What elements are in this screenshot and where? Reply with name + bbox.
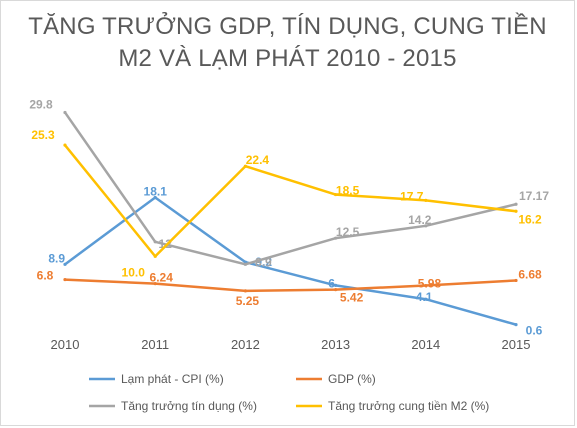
legend-label-4: Tăng trưởng cung tiền M2 (%) [328, 399, 489, 413]
data-label-1-2015: 0.6 [526, 324, 543, 338]
data-point-1-2013 [334, 283, 338, 287]
x-tick-label-2010: 2010 [51, 337, 80, 352]
data-label-4-2011: 10.0 [122, 265, 146, 279]
data-label-4-2010: 25.3 [31, 128, 55, 142]
data-point-4-2015 [514, 209, 518, 213]
data-label-2-2011: 6.24 [150, 271, 174, 285]
data-label-4-2014: 17.7 [400, 189, 424, 203]
data-label-4-2012: 22.4 [246, 153, 270, 167]
data-label-3-2013: 12.5 [336, 225, 360, 239]
data-label-2-2013: 5.42 [340, 291, 364, 305]
data-point-4-2010 [63, 143, 67, 147]
data-point-1-2011 [153, 195, 157, 200]
series-line-3 [63, 111, 517, 266]
chart-title-line2: M2 VÀ LẠM PHÁT 2010 - 2015 [118, 45, 457, 72]
data-point-4-2011 [153, 254, 157, 258]
data-point-3-2012 [243, 262, 247, 266]
data-point-1-2014 [424, 297, 428, 301]
data-point-2-2014 [424, 283, 428, 288]
legend-label-3: Tăng trưởng tín dụng (%) [121, 399, 257, 413]
data-label-3-2014: 14.2 [408, 213, 432, 227]
x-tick-label-2015: 2015 [502, 337, 531, 352]
data-point-2-2012 [243, 289, 247, 293]
data-point-3-2010 [63, 110, 67, 115]
data-point-4-2013 [334, 192, 338, 197]
data-label-1-2013: 6 [328, 276, 335, 290]
data-label-4-2013: 18.5 [336, 184, 360, 198]
data-label-3-2015: 17.17 [519, 189, 549, 203]
data-point-3-2015 [514, 202, 518, 206]
data-point-3-2013 [334, 236, 338, 240]
data-label-3-2010: 29.8 [29, 97, 53, 111]
legend-label-2: GDP (%) [328, 372, 376, 386]
data-label-3-2011: 12 [159, 237, 173, 251]
data-label-1-2010: 8.9 [48, 251, 65, 265]
x-tick-label-2011: 2011 [141, 337, 169, 352]
data-point-3-2011 [153, 240, 157, 244]
data-label-1-2014: 4.1 [416, 290, 433, 304]
data-label-4-2015: 16.2 [518, 212, 542, 226]
data-point-1-2015 [514, 323, 518, 327]
data-point-3-2014 [424, 224, 428, 228]
data-label-2-2015: 6.68 [518, 267, 542, 281]
data-label-2-2012: 5.25 [236, 294, 260, 308]
data-point-2-2013 [334, 288, 338, 292]
data-point-2-2015 [514, 278, 518, 283]
data-label-3-2012: 8.9 [255, 255, 272, 269]
data-point-2-2011 [153, 282, 157, 286]
legend-label-1: Lạm phát - CPI (%) [121, 372, 224, 386]
series-line-4 [64, 144, 517, 258]
data-point-1-2010 [63, 262, 67, 266]
x-tick-label-2012: 2012 [231, 337, 260, 352]
data-point-2-2010 [63, 277, 67, 282]
data-label-2-2014: 5.98 [418, 277, 442, 291]
x-tick-label-2013: 2013 [321, 337, 350, 352]
series-line-2 [64, 278, 517, 293]
x-tick-label-2014: 2014 [411, 337, 440, 352]
data-point-4-2012 [243, 164, 247, 168]
chart-title-line1: TĂNG TRƯỞNG GDP, TÍN DỤNG, CUNG TIỀN [28, 13, 547, 40]
data-label-1-2011: 18.1 [144, 184, 168, 198]
data-point-4-2014 [424, 198, 428, 202]
data-label-2-2010: 6.8 [37, 269, 54, 283]
series-line-1 [64, 196, 517, 326]
